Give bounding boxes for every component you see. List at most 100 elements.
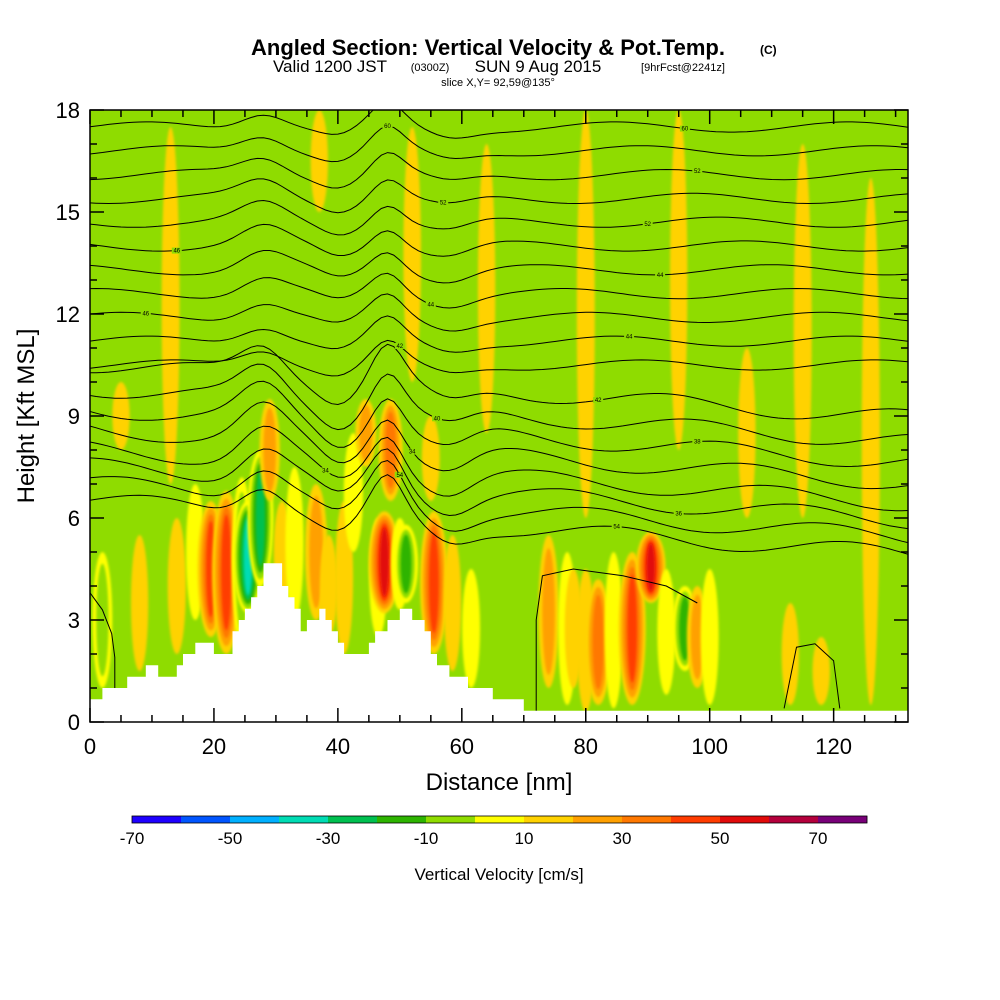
y-tick-label: 18 bbox=[56, 98, 80, 123]
colorbar-tick-label: 30 bbox=[613, 829, 632, 848]
forecast-info: [9hrFcst@2241z] bbox=[641, 62, 725, 74]
velocity-cell bbox=[359, 404, 373, 462]
velocity-field bbox=[92, 110, 880, 712]
y-tick-label: 15 bbox=[56, 200, 80, 225]
contour-label-bg bbox=[692, 438, 703, 445]
theta-contour-label: 42 bbox=[595, 398, 602, 404]
colorbar-frame bbox=[131, 815, 868, 824]
colorbar-swatch bbox=[475, 816, 525, 823]
valid-time: Valid 1200 JST bbox=[273, 57, 387, 76]
theta-contour bbox=[90, 339, 908, 377]
theta-contour-label: 46 bbox=[142, 311, 149, 317]
theta-contour-label: 52 bbox=[440, 201, 447, 207]
theta-contour-label: 44 bbox=[626, 335, 633, 341]
theta-contour-label: 44 bbox=[427, 302, 434, 308]
theta-contour-label: 44 bbox=[657, 273, 664, 279]
velocity-cell bbox=[309, 495, 324, 609]
theta-contour bbox=[90, 448, 908, 530]
x-tick-label: 80 bbox=[574, 734, 598, 759]
velocity-cell bbox=[130, 535, 149, 671]
theta-contour-label: 52 bbox=[644, 222, 651, 228]
velocity-cell bbox=[627, 574, 637, 683]
contour-label-bg bbox=[611, 523, 622, 530]
chart-title-unit: (C) bbox=[760, 43, 777, 57]
velocity-cell bbox=[542, 548, 555, 675]
velocity-cell bbox=[385, 411, 396, 489]
y-tick-label: 0 bbox=[68, 710, 80, 735]
colorbar-swatch bbox=[377, 816, 427, 823]
colorbar-swatch bbox=[769, 816, 819, 823]
velocity-cell bbox=[576, 110, 595, 518]
theta-contour bbox=[90, 199, 908, 236]
x-axis-label: Distance [nm] bbox=[426, 769, 573, 796]
valid-utc: (0300Z) bbox=[411, 62, 450, 74]
velocity-cell bbox=[403, 127, 422, 382]
theta-contour-label: 54 bbox=[396, 473, 403, 479]
theta-contour bbox=[90, 459, 908, 544]
contour-label-bg bbox=[171, 247, 182, 254]
velocity-cell bbox=[738, 348, 756, 518]
x-tick-label: 60 bbox=[450, 734, 474, 759]
velocity-cell bbox=[793, 144, 812, 518]
x-tick-label: 40 bbox=[326, 734, 350, 759]
theta-contour-label: 34 bbox=[322, 468, 329, 474]
contour-label-bg bbox=[425, 301, 436, 308]
theta-contour bbox=[90, 178, 908, 214]
colorbar-swatch bbox=[818, 816, 868, 823]
theta-contour-label: 36 bbox=[675, 512, 682, 518]
colorbar-tick-label: -50 bbox=[218, 829, 243, 848]
contour-label-bg bbox=[140, 310, 151, 317]
contour-label-bg bbox=[407, 448, 418, 455]
theta-contour bbox=[90, 293, 908, 332]
x-tick-label: 20 bbox=[202, 734, 226, 759]
theta-contour-label: 40 bbox=[434, 416, 441, 422]
contour-label-bg bbox=[438, 199, 449, 206]
potential-temperature-contours: 54 54 36 34 34 38 40 42 42 44 46 44 44 46 52 52 52 60 60 bbox=[90, 110, 908, 555]
zero-velocity-contour bbox=[783, 643, 841, 709]
velocity-cell bbox=[690, 594, 704, 680]
theta-contour bbox=[90, 152, 908, 189]
theta-contour bbox=[90, 363, 908, 445]
y-tick-label: 3 bbox=[68, 608, 80, 633]
zero-velocity-contour bbox=[90, 592, 116, 688]
velocity-cell bbox=[343, 433, 363, 552]
colorbar: -70 -50 -30 -10 10 30 50 70 bbox=[120, 815, 868, 848]
velocity-cell bbox=[421, 416, 440, 501]
theta-contour bbox=[90, 474, 908, 555]
chart-title: Angled Section: Vertical Velocity & Pot.… bbox=[251, 35, 725, 60]
velocity-cell bbox=[167, 518, 186, 654]
slice-info: slice X,Y= 92,59@135° bbox=[441, 77, 555, 89]
contour-label-bg bbox=[692, 168, 703, 175]
contour-label-bg bbox=[655, 271, 666, 278]
velocity-cell bbox=[161, 127, 180, 484]
velocity-cell bbox=[462, 569, 481, 688]
contour-label-bg bbox=[593, 397, 604, 404]
velocity-cell bbox=[429, 532, 439, 633]
theta-contour-label: 60 bbox=[682, 127, 689, 133]
theta-contour bbox=[90, 125, 908, 163]
velocity-cell bbox=[781, 603, 799, 705]
colorbar-tick-label: -30 bbox=[316, 829, 341, 848]
velocity-cell bbox=[812, 637, 830, 705]
contour-label-bg bbox=[624, 333, 635, 340]
velocity-cell bbox=[657, 569, 676, 695]
theta-contour bbox=[90, 250, 908, 284]
theta-contour-label: 52 bbox=[694, 169, 701, 175]
colorbar-swatch bbox=[720, 816, 770, 823]
zero-velocity-contour bbox=[535, 568, 698, 712]
colorbar-tick-label: -70 bbox=[120, 829, 145, 848]
velocity-cell bbox=[646, 543, 655, 592]
theta-contour-label: 46 bbox=[173, 249, 180, 255]
velocity-cell bbox=[263, 407, 277, 493]
velocity-cell bbox=[221, 514, 232, 631]
contour-label-bg bbox=[394, 342, 405, 349]
zero-velocity-contours bbox=[90, 568, 841, 712]
velocity-cell bbox=[604, 552, 623, 709]
velocity-cell bbox=[592, 594, 604, 690]
y-tick-label: 9 bbox=[68, 404, 80, 429]
contour-label-bg bbox=[673, 510, 684, 517]
theta-contour bbox=[90, 425, 908, 512]
colorbar-tick-label: 70 bbox=[809, 829, 828, 848]
contour-label-bg bbox=[432, 415, 442, 422]
